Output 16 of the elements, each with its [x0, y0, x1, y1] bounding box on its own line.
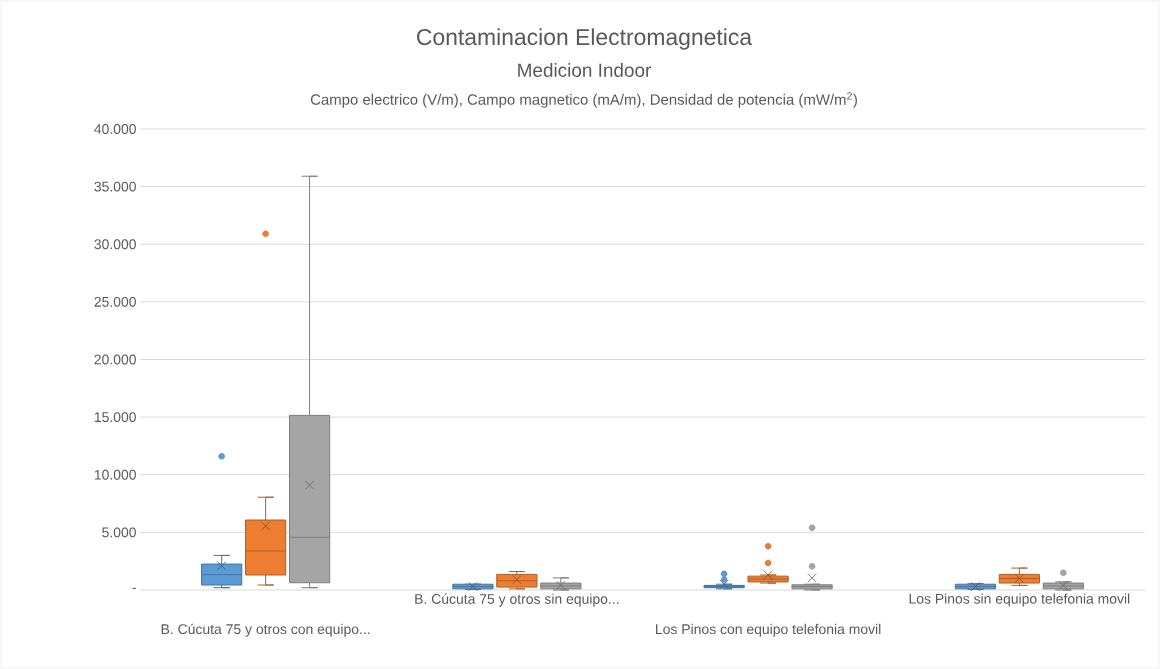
y-tick-label: 40.000	[94, 124, 136, 134]
chart-subtitle: Medicion Indoor	[518, 63, 651, 77]
x-tick-label: Los Pinos con equipo telefonia movil	[656, 623, 881, 637]
y-tick-label: 30.000	[94, 239, 136, 250]
text: Campo electrico (V/m), Campo magnetico (mA/m), Densidad de potencia (mW/m$^{2}$)	[310, 92, 857, 108]
y-tick-label: 20.000	[94, 354, 136, 365]
y-tick-label: 25.000	[94, 296, 136, 307]
y-tick-label: 5.000	[102, 527, 136, 538]
y-tick-label: 10.000	[94, 469, 136, 480]
y-tick-label: 15.000	[94, 412, 136, 423]
x-tick-label: B. Cúcuta 75 y otros con equipo...	[161, 623, 370, 637]
chart-title: Contaminacion Electromagnetica	[417, 28, 753, 50]
y-tick-label: 35.000	[94, 181, 136, 192]
y-tick-label: -	[132, 587, 136, 589]
x-tick-label: Los Pinos sin equipo telefonia movil	[909, 593, 1130, 607]
x-tick-label: B. Cúcuta 75 y otros sin equipo...	[415, 593, 619, 607]
